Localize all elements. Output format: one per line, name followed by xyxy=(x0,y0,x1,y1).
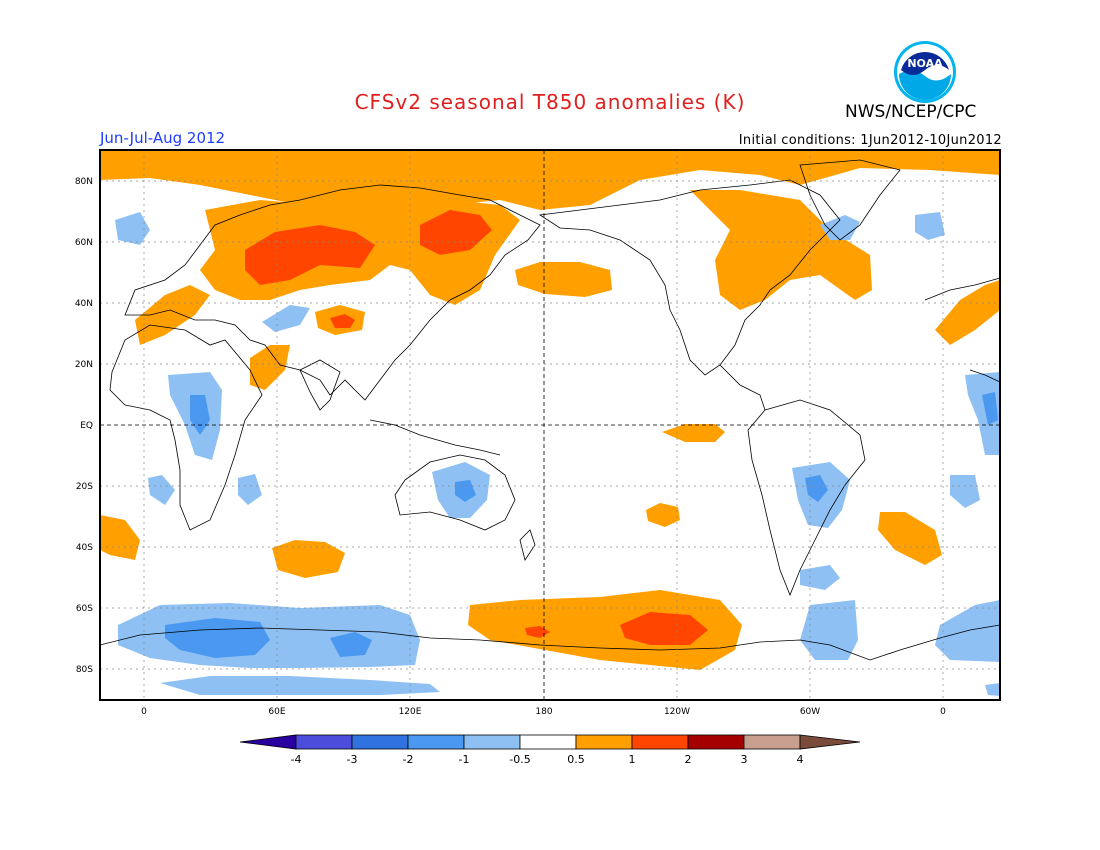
lon-label-120w: 120W xyxy=(664,707,690,717)
moderate-cool-anomaly-australia xyxy=(455,480,476,502)
coastline-indonesia xyxy=(369,419,501,456)
colorbar-bin-6 xyxy=(575,734,633,750)
lon-label-0: 0 xyxy=(141,707,147,717)
warm-anomaly-europe xyxy=(135,285,210,345)
warm-anomaly-arabia xyxy=(250,345,290,390)
colorbar-arrow-low xyxy=(239,734,297,750)
map-frame xyxy=(99,149,1001,701)
moderate-cool-anomaly-antarctic xyxy=(165,618,270,658)
lon-label-60w: 60W xyxy=(800,707,820,717)
warm-anomaly-southern-pacific xyxy=(468,590,742,670)
moderate-cool-anomaly-west-africa xyxy=(982,392,998,425)
colorbar-bin-3 xyxy=(407,734,465,750)
coastline-europe-east xyxy=(924,277,1001,301)
colorbar-bin-5 xyxy=(519,734,577,750)
lat-label-60n: 60N xyxy=(75,238,93,248)
warm-anomaly-north-pacific xyxy=(515,262,612,297)
lon-label-0-east: 0 xyxy=(940,707,946,717)
reference-lines xyxy=(100,150,1000,700)
cool-anomaly-east-edge-south xyxy=(985,683,1000,696)
coastline-india xyxy=(299,359,341,411)
lat-label-40s: 40S xyxy=(76,543,93,553)
organization-label: NWS/NCEP/CPC xyxy=(845,102,977,122)
strong-warm-anomaly-tibet xyxy=(330,314,355,328)
coastline-eurasia xyxy=(124,184,541,401)
cool-anomaly-scandinavia-west xyxy=(115,212,150,245)
latitude-labels: 80N 60N 40N 20N EQ 20S 40S 60S 80S xyxy=(75,177,93,675)
period-label: Jun-Jul-Aug 2012 xyxy=(100,129,226,147)
cool-anomaly-antarctic-atlantic xyxy=(800,600,858,660)
lat-label-20n: 20N xyxy=(75,360,93,370)
warm-anomaly-south-atlantic xyxy=(878,512,942,565)
cool-anomaly-southeast-atlantic xyxy=(950,475,980,508)
warm-anomaly-south-indian xyxy=(272,540,345,578)
coastline-greenland xyxy=(799,159,901,241)
colorbar-bin-4 xyxy=(463,734,521,750)
colorbar-label-4: 4 xyxy=(797,753,804,766)
cool-anomaly-south-africa xyxy=(148,475,175,505)
warm-anomaly-north-america xyxy=(690,190,872,310)
colorbar-label-neg3: -3 xyxy=(347,753,358,766)
colorbar-label-05: 0.5 xyxy=(567,753,585,766)
coastline-africa-east-edge xyxy=(969,369,1001,383)
colorbar-label-2: 2 xyxy=(685,753,692,766)
warm-anomaly-equatorial-pacific xyxy=(662,424,725,442)
cool-anomaly-greenland xyxy=(820,215,860,240)
initial-conditions-label: Initial conditions: 1Jun2012-10Jun2012 xyxy=(738,133,1002,148)
colorbar-bin-7 xyxy=(631,734,689,750)
coastline-australia xyxy=(394,454,516,531)
noaa-logo: NOAA xyxy=(894,41,956,103)
coastline-africa xyxy=(109,324,263,531)
anomaly-shading xyxy=(100,150,1000,696)
colorbar-bin-1 xyxy=(295,734,353,750)
coastline-south-america xyxy=(747,399,866,597)
colorbar-label-neg1: -1 xyxy=(459,753,470,766)
cool-anomaly-west-africa xyxy=(965,372,1000,455)
strong-warm-anomaly-southern-pacific xyxy=(620,612,708,645)
chart-title: CFSv2 seasonal T850 anomalies (K) xyxy=(354,90,746,114)
coastlines xyxy=(99,159,1001,661)
colorbar-bin-8 xyxy=(687,734,745,750)
moderate-cool-anomaly-antarctic-east xyxy=(330,632,372,657)
strong-warm-anomaly-siberia xyxy=(245,225,375,285)
cool-anomaly-antarctic-indian xyxy=(118,603,420,668)
coastline-new-zealand xyxy=(519,529,536,561)
strong-warm-anomaly-east-siberia xyxy=(420,210,492,255)
cool-anomaly-antarctic-indian-south xyxy=(160,676,440,695)
lat-label-80n: 80N xyxy=(75,177,93,187)
lon-label-120e: 120E xyxy=(399,707,422,717)
coastline-central-america xyxy=(719,364,766,411)
colorbar-bin-9 xyxy=(743,734,801,750)
lat-label-40n: 40N xyxy=(75,299,93,309)
warm-anomaly-south-pacific-small xyxy=(646,503,680,527)
warm-anomaly-arctic xyxy=(100,150,1000,215)
warm-anomaly-southwest-edge xyxy=(100,515,140,560)
lat-label-eq: EQ xyxy=(80,421,93,431)
moderate-cool-anomaly-south-america xyxy=(805,475,828,502)
colorbar-arrow-high xyxy=(799,734,861,750)
colorbar-label-neg4: -4 xyxy=(291,753,302,766)
colorbar xyxy=(239,734,861,750)
longitude-labels: 0 60E 120E 180 120W 60W 0 xyxy=(141,707,946,717)
colorbar-labels: -4 -3 -2 -1 -0.5 0.5 1 2 3 4 xyxy=(291,753,804,766)
lat-label-60s: 60S xyxy=(76,604,93,614)
graticule xyxy=(100,150,1000,700)
lat-label-20s: 20S xyxy=(76,482,93,492)
lon-label-60e: 60E xyxy=(268,707,285,717)
cool-anomaly-madagascar xyxy=(238,474,262,505)
coastline-antarctica xyxy=(99,624,1001,661)
colorbar-label-3: 3 xyxy=(741,753,748,766)
colorbar-label-neg05: -0.5 xyxy=(509,753,530,766)
lat-label-80s: 80S xyxy=(76,665,93,675)
colorbar-label-1: 1 xyxy=(629,753,636,766)
warm-anomaly-atlantic xyxy=(935,280,1000,345)
colorbar-bin-2 xyxy=(351,734,409,750)
lon-label-180: 180 xyxy=(535,707,552,717)
svg-text:NOAA: NOAA xyxy=(907,57,943,70)
coastline-north-america xyxy=(538,179,841,376)
cool-anomaly-central-asia xyxy=(262,305,310,332)
cool-anomaly-east-atlantic xyxy=(915,212,945,240)
colorbar-label-neg2: -2 xyxy=(403,753,414,766)
